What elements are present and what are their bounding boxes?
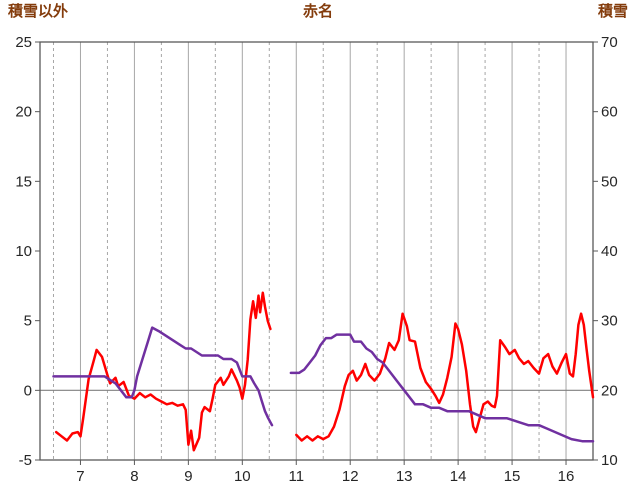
right-tick-label: 40 [601, 243, 618, 260]
right-axis-title: 積雪 [597, 3, 628, 20]
chart-title: 赤名 [302, 3, 333, 20]
x-tick-label: 8 [130, 468, 138, 485]
right-tick-label: 30 [601, 313, 618, 330]
x-tick-label: 15 [504, 468, 521, 485]
left-tick-label: 5 [24, 313, 32, 330]
purple-line [52, 326, 274, 427]
right-tick-label: 10 [601, 452, 618, 469]
x-tick-label: 14 [450, 468, 467, 485]
left-tick-label: -5 [19, 452, 32, 469]
left-axis-title: 積雪以外 [8, 3, 69, 20]
purple-line [289, 333, 595, 443]
x-tick-label: 16 [558, 468, 575, 485]
left-tick-label: 10 [15, 243, 32, 260]
right-tick-label: 20 [601, 382, 618, 399]
x-tick-label: 11 [288, 468, 304, 485]
left-tick-label: 20 [15, 104, 32, 121]
right-tick-label: 50 [601, 173, 618, 190]
x-tick-label: 10 [234, 468, 251, 485]
right-tick-label: 70 [601, 34, 618, 51]
x-tick-label: 12 [342, 468, 359, 485]
x-tick-label: 9 [184, 468, 192, 485]
right-tick-label: 60 [601, 104, 618, 121]
plot-frame [39, 41, 594, 461]
left-tick-label: 15 [15, 173, 32, 190]
left-tick-label: 25 [15, 34, 32, 51]
red-line [295, 312, 595, 442]
red-line [54, 291, 272, 452]
left-tick-label: 0 [24, 382, 32, 399]
x-tick-label: 7 [76, 468, 84, 485]
x-tick-label: 13 [396, 468, 413, 485]
